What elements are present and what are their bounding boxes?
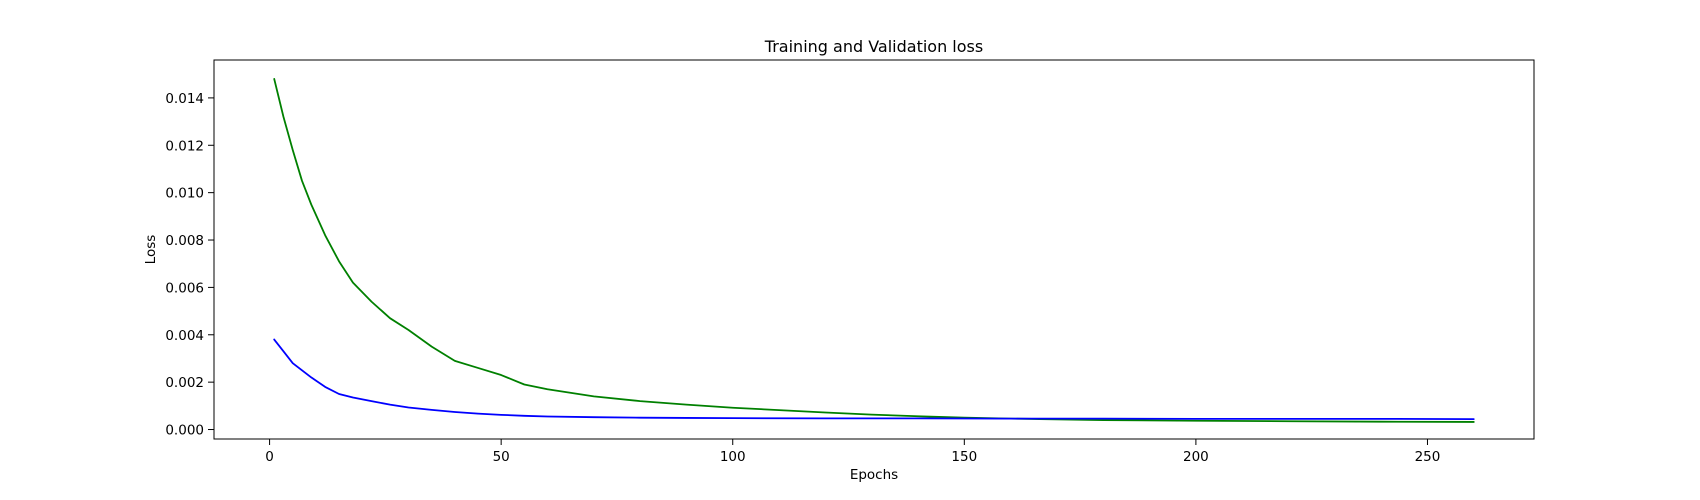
y-tick-label: 0.000 bbox=[165, 423, 204, 439]
x-tick-label: 150 bbox=[951, 449, 977, 465]
x-tick-label: 200 bbox=[1183, 449, 1209, 465]
x-axis: 0 50 100 150 200 250 bbox=[265, 439, 1440, 465]
y-tick-label: 0.010 bbox=[165, 186, 204, 202]
plot-frame bbox=[213, 59, 1535, 440]
y-tick-label: 0.004 bbox=[165, 328, 204, 344]
y-tick-label: 0.008 bbox=[165, 233, 204, 249]
y-axis-label: Loss bbox=[143, 235, 159, 265]
x-tick-label: 50 bbox=[493, 449, 510, 465]
series-layer bbox=[273, 78, 1475, 423]
y-tick-label: 0.012 bbox=[165, 138, 204, 154]
y-tick-label: 0.014 bbox=[165, 91, 204, 107]
blue-loss-line bbox=[273, 338, 1475, 421]
x-tick-label: 100 bbox=[720, 449, 746, 465]
y-tick-label: 0.006 bbox=[165, 280, 204, 296]
chart-title: Training and Validation loss bbox=[764, 37, 983, 56]
x-tick-label: 250 bbox=[1415, 449, 1441, 465]
x-axis-label: Epochs bbox=[850, 467, 898, 483]
green-loss-line bbox=[273, 78, 1475, 423]
y-axis: 0.000 0.002 0.004 0.006 0.008 0.010 0.012 0.014 bbox=[165, 91, 214, 439]
y-tick-label: 0.002 bbox=[165, 375, 204, 391]
x-tick-label: 0 bbox=[265, 449, 274, 465]
